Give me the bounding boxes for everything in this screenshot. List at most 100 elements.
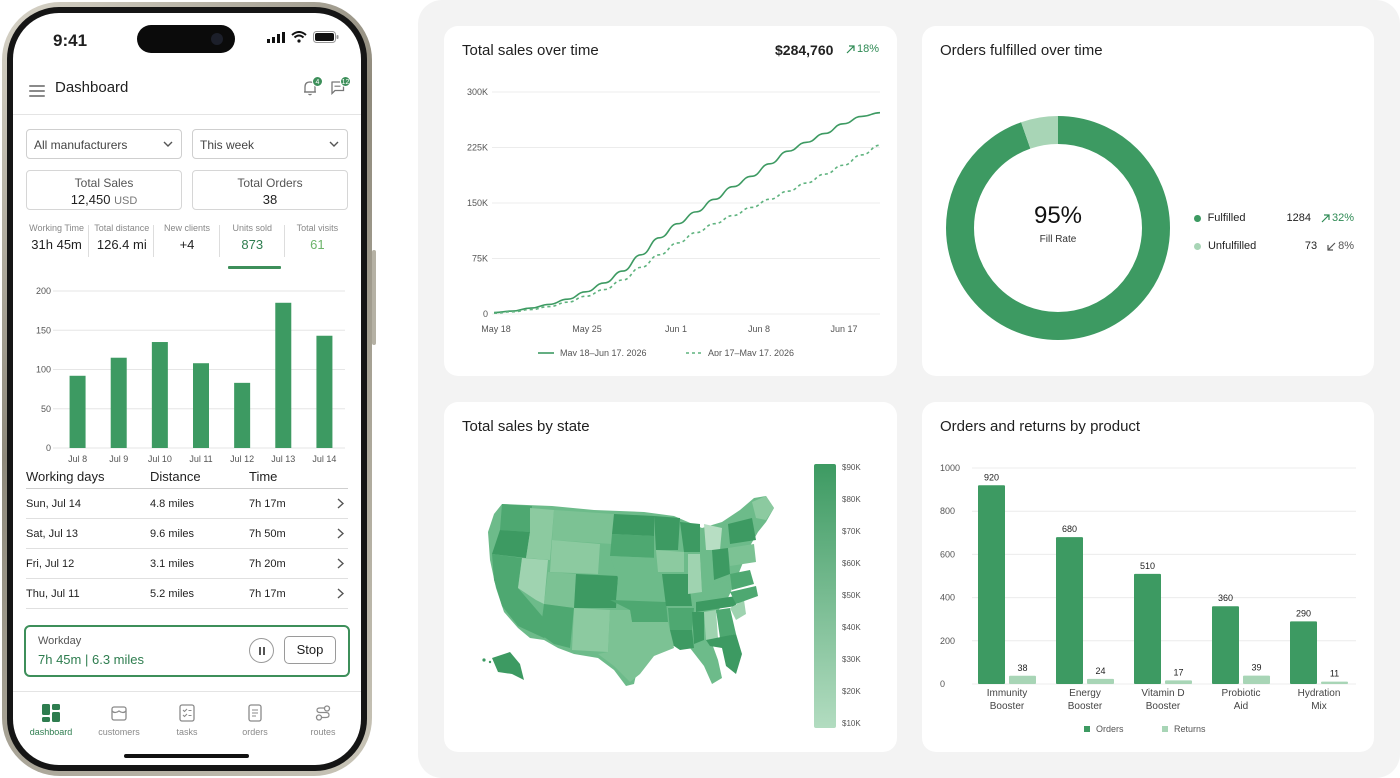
state-hi <box>482 658 486 662</box>
x-tick-label: Jun 8 <box>748 324 770 334</box>
metric-label: Units sold <box>232 223 272 233</box>
hamburger-menu-icon[interactable] <box>29 85 45 97</box>
x-tick-label: Booster <box>1068 701 1103 712</box>
tab-label: orders <box>242 727 268 737</box>
chevron-right-icon <box>337 528 344 539</box>
donut-slice <box>946 116 1170 340</box>
tab-orders[interactable]: orders <box>221 704 289 737</box>
tab-customers[interactable]: customers <box>85 704 153 737</box>
workday-panel: Workday 7h 45m | 6.3 miles Stop <box>24 625 350 677</box>
legend-change: 32% <box>1321 212 1354 224</box>
status-time: 9:41 <box>53 31 88 50</box>
total-sales-label: Total Sales <box>74 176 134 190</box>
x-tick-label: Booster <box>1146 701 1181 712</box>
state-ok <box>610 600 668 622</box>
chevron-down-icon <box>329 141 339 147</box>
total-sales-unit: USD <box>114 195 138 207</box>
card-title: Total sales over time <box>462 42 599 59</box>
state-or <box>492 530 530 558</box>
metric-value: 873 <box>241 237 264 252</box>
x-tick-label: Jul 11 <box>189 454 212 464</box>
status-bar: 9:41 <box>13 13 361 71</box>
series-line <box>493 144 881 315</box>
sales-by-state-card: Total sales by state <box>444 402 897 752</box>
metric-label: Working Time <box>29 223 85 233</box>
messages-button[interactable]: 12 <box>330 76 351 95</box>
table-cell: 7h 50m <box>249 527 286 540</box>
metric-label: Total visits <box>296 223 339 233</box>
table-cell: Sun, Jul 14 <box>26 497 82 510</box>
route-icon <box>315 705 331 721</box>
y-tick-label: 200 <box>940 636 955 646</box>
metric-working-time[interactable]: Working Time 31h 45m <box>24 223 90 269</box>
sales-change-value: 18% <box>857 43 880 55</box>
y-tick-label: 300K <box>467 87 488 97</box>
notification-badge: 4 <box>312 76 323 87</box>
legend-label: Fulfilled <box>1207 212 1246 224</box>
home-indicator <box>124 754 249 758</box>
document-icon <box>248 704 262 722</box>
table-cell: Sat, Jul 13 <box>26 527 78 540</box>
state-nv <box>518 558 548 604</box>
returns-bar <box>1087 678 1114 684</box>
state-wy <box>550 540 600 574</box>
x-tick-label: Jul 13 <box>271 454 295 464</box>
stop-button[interactable]: Stop <box>284 636 336 664</box>
table-row[interactable]: Fri, Jul 12 3.1 miles 7h 20m <box>26 549 348 579</box>
column-header: Working days <box>26 469 105 484</box>
sales-line-chart: 0 75K 150K 225K 300K May 18 May 25 Jun 1 Jun 8 Ju… <box>467 87 881 356</box>
scale-label: $20K <box>842 687 861 696</box>
legend-label: Apr 17–May 17, 2026 <box>708 348 794 356</box>
state-mi <box>704 524 722 550</box>
metric-total-distance[interactable]: Total distance 126.4 mi <box>89 223 155 269</box>
state-fl <box>706 634 742 674</box>
metric-units-sold[interactable]: Units sold 873 <box>220 223 286 269</box>
tab-routes[interactable]: routes <box>289 704 357 737</box>
notifications-button[interactable]: 4 <box>303 76 323 96</box>
scale-label: $70K <box>842 527 861 536</box>
state-ms <box>692 612 704 644</box>
metric-value: 31h 45m <box>31 237 82 252</box>
metrics-row: Working Time 31h 45m Total distance 126.4 … <box>24 223 350 269</box>
metric-new-clients[interactable]: New clients +4 <box>154 223 220 269</box>
manufacturer-select[interactable]: All manufacturers <box>26 129 182 159</box>
chevron-right-icon <box>337 588 344 599</box>
fill-rate-label: Fill Rate <box>1039 234 1077 245</box>
period-select[interactable]: This week <box>192 129 348 159</box>
bar <box>275 302 292 448</box>
phone-mockup: 9:41 Dashboard 4 12 All manufacturers <box>0 0 376 778</box>
scale-label: $30K <box>842 655 861 664</box>
scale-label: $40K <box>842 623 861 632</box>
table-cell: Fri, Jul 12 <box>26 557 75 570</box>
total-sales-value: 12,450 <box>70 192 111 207</box>
working-days-table: Working days Distance Time Sun, Jul 14 4.… <box>26 469 348 609</box>
x-tick-label: Aid <box>1234 701 1248 712</box>
chevron-down-icon <box>163 141 173 147</box>
state-co <box>574 574 618 608</box>
bar <box>234 382 251 448</box>
bar <box>110 357 127 448</box>
pause-button[interactable] <box>249 638 274 663</box>
tab-tasks[interactable]: tasks <box>153 704 221 737</box>
legend-label: May 18–Jun 17, 2026 <box>560 348 647 356</box>
checklist-icon <box>179 704 195 722</box>
camera-icon <box>211 33 223 45</box>
y-tick-label: 1000 <box>940 463 960 473</box>
x-tick-label: Probiotic <box>1222 688 1261 699</box>
y-tick-label: 100 <box>36 365 51 375</box>
y-tick-label: 800 <box>940 506 955 516</box>
orders-bar <box>1212 606 1239 684</box>
card-title: Total sales by state <box>462 418 590 435</box>
dashboard-icon <box>42 704 60 722</box>
table-row[interactable]: Sat, Jul 13 9.6 miles 7h 50m <box>26 519 348 549</box>
table-row[interactable]: Sun, Jul 14 4.8 miles 7h 17m <box>26 489 348 519</box>
table-row[interactable]: Thu, Jul 11 5.2 miles 7h 17m <box>26 579 348 609</box>
wifi-icon <box>291 31 307 43</box>
total-sales-box: Total Sales 12,450 USD <box>26 170 182 210</box>
returns-bar <box>1321 681 1348 684</box>
orders-returns-bar-chart: 0 200 400 600 800 1000 920 38 Immunity Booster 680… <box>940 463 1356 734</box>
state-sd <box>610 534 654 558</box>
metric-total-visits[interactable]: Total visits 61 <box>285 223 350 269</box>
tab-dashboard[interactable]: dashboard <box>17 704 85 737</box>
x-tick-label: Energy <box>1069 688 1101 699</box>
